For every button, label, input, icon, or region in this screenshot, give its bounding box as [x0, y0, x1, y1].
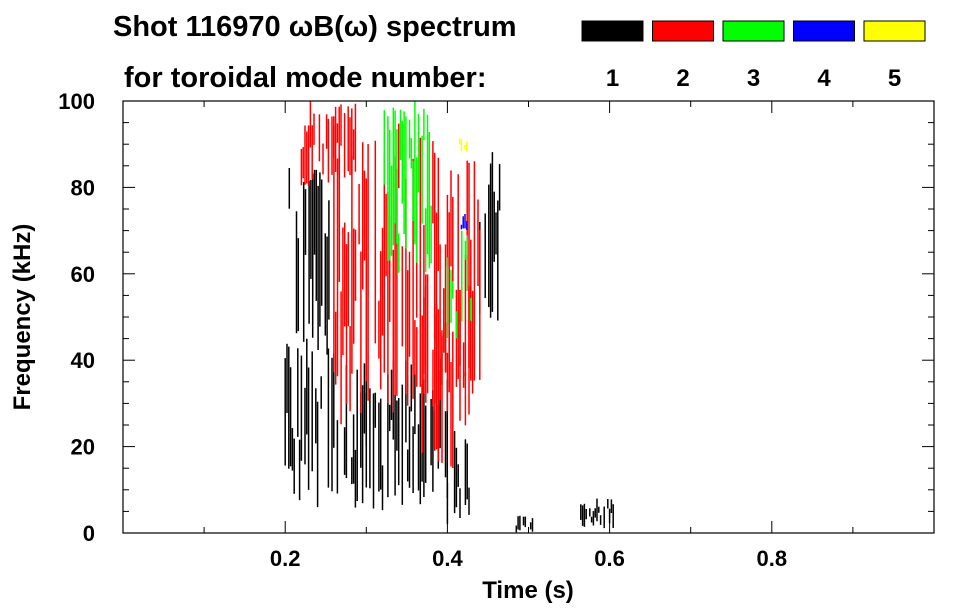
- mode-1-region-4: [479, 152, 501, 321]
- y-tick-label: 100: [58, 89, 95, 114]
- legend: 1 2 3 4 5: [581, 20, 926, 92]
- mode-4-region-13: [460, 214, 468, 230]
- legend-label-mode-2: 2: [676, 65, 689, 92]
- y-tick-label: 40: [71, 348, 95, 373]
- chart-title: Shot 116970 ωB(ω) spectrum: [113, 11, 517, 43]
- y-tick-label: 80: [71, 175, 95, 200]
- x-axis-label: Time (s): [482, 577, 574, 604]
- legend-swatch-mode-4: [793, 20, 855, 42]
- axis-ticks: 0 20 40 60 80 100 0.2 0.4 0.6 0.8: [58, 89, 934, 571]
- plot-frame: [122, 100, 935, 534]
- mode-2-region-9: [416, 274, 472, 468]
- mode-3-region-11: [446, 230, 472, 339]
- x-tick-label: 0.8: [757, 546, 788, 571]
- y-tick-label: 20: [71, 435, 95, 460]
- y-tick-label: 60: [71, 262, 95, 287]
- legend-label-mode-4: 4: [817, 65, 831, 92]
- legend-swatch-mode-1: [581, 20, 644, 42]
- spectrum-data: [284, 101, 614, 533]
- mode-1-region-3: [446, 431, 470, 524]
- x-tick-label: 0.4: [432, 546, 463, 571]
- mode-1-region-0: [288, 168, 330, 355]
- mode-1-region-1: [284, 338, 367, 508]
- mode-2-region-7: [300, 101, 357, 186]
- chart-subtitle: for toroidal mode number:: [124, 62, 487, 94]
- x-tick-label: 0.6: [594, 546, 625, 571]
- mode-3-region-12: [383, 101, 432, 273]
- mode-5-region-14: [458, 138, 468, 152]
- legend-swatch-mode-2: [652, 20, 714, 42]
- legend-swatch-mode-3: [722, 20, 785, 42]
- legend-label-mode-1: 1: [606, 65, 619, 92]
- y-tick-label: 0: [83, 521, 95, 546]
- legend-label-mode-3: 3: [747, 65, 760, 92]
- y-axis-label: Frequency (kHz): [9, 224, 36, 411]
- mode-1-region-6: [580, 498, 614, 529]
- mode-1-region-5: [515, 515, 534, 533]
- legend-swatch-mode-5: [863, 20, 926, 42]
- x-tick-label: 0.2: [270, 546, 301, 571]
- legend-label-mode-5: 5: [888, 65, 901, 92]
